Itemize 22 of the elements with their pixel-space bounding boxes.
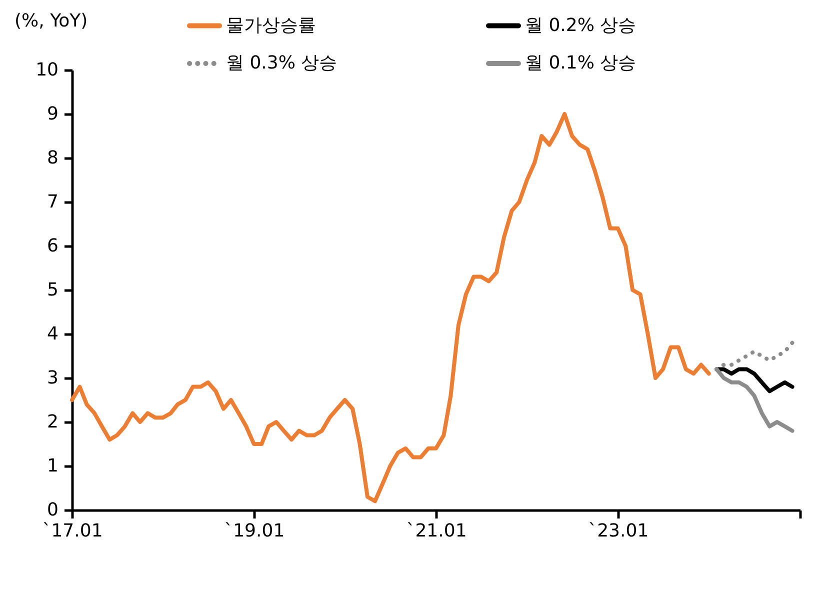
legend-label: 월 0.3% 상승 [226, 52, 338, 74]
y-tick-label: 6 [47, 236, 58, 256]
x-tick-label: `21.01 [406, 520, 467, 542]
line-series [70, 112, 711, 504]
legend-label: 월 0.1% 상승 [525, 52, 636, 74]
y-tick-label: 1 [47, 456, 58, 476]
y-tick-label: 7 [47, 192, 58, 212]
y-tick-label: 9 [47, 104, 58, 124]
y-tick-label: 8 [47, 148, 58, 168]
y-tick-label: 4 [47, 324, 58, 344]
legend-label: 월 0.2% 상승 [525, 14, 636, 36]
y-axis-title: (%, YoY) [14, 10, 88, 32]
x-tick-label: `19.01 [224, 520, 285, 542]
y-tick-label: 5 [47, 280, 58, 300]
y-tick-label: 10 [36, 60, 58, 80]
y-tick-label: 2 [47, 412, 58, 432]
y-tick-label: 3 [47, 368, 58, 388]
x-tick-label: `23.01 [588, 520, 649, 542]
legend-label: 물가상승률 [226, 14, 316, 36]
y-tick-label: 0 [47, 500, 58, 520]
x-tick-label: `17.01 [42, 520, 103, 542]
line-series [714, 367, 794, 394]
